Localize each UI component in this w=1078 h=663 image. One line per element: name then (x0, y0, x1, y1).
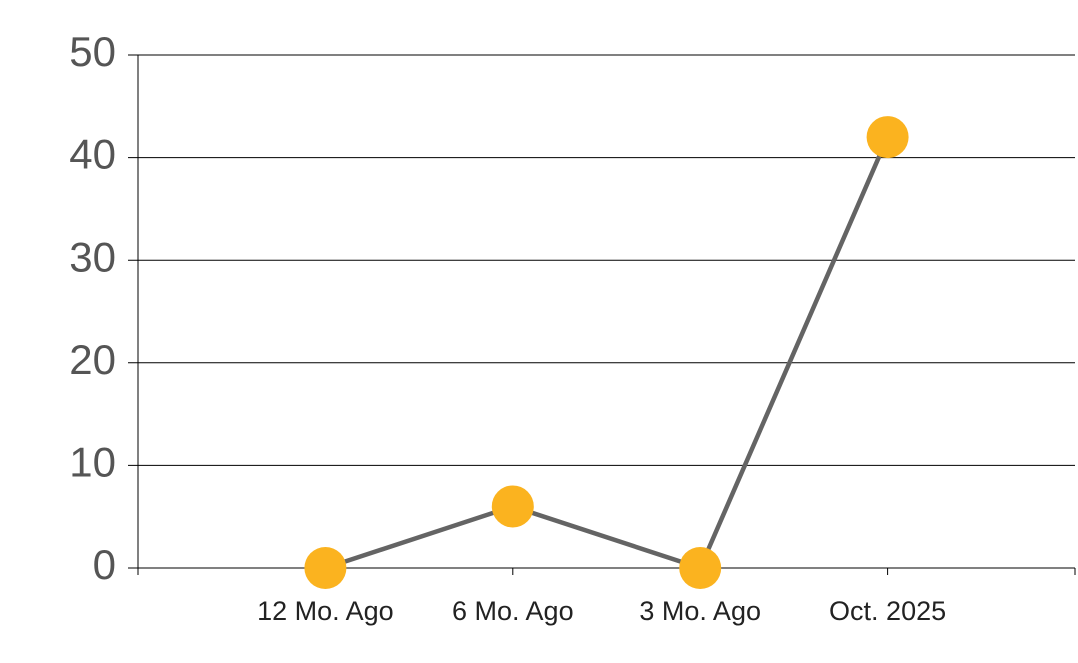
y-tick-label: 30 (69, 233, 116, 280)
point (491, 485, 534, 528)
x-tick-label: 12 Mo. Ago (257, 596, 394, 626)
y-tick-label: 40 (69, 131, 116, 178)
line (324, 136, 890, 571)
y-tick-label: 50 (69, 28, 116, 75)
y-tick-label: 20 (69, 336, 116, 383)
point (679, 547, 722, 589)
y-tick-label: 0 (93, 541, 116, 588)
point (304, 547, 347, 589)
point (866, 116, 909, 159)
y-tick-label: 10 (69, 438, 116, 485)
x-tick-label: Oct. 2025 (829, 596, 946, 626)
x-tick-label: 3 Mo. Ago (639, 596, 761, 626)
x-tick-label: 6 Mo. Ago (452, 596, 574, 626)
